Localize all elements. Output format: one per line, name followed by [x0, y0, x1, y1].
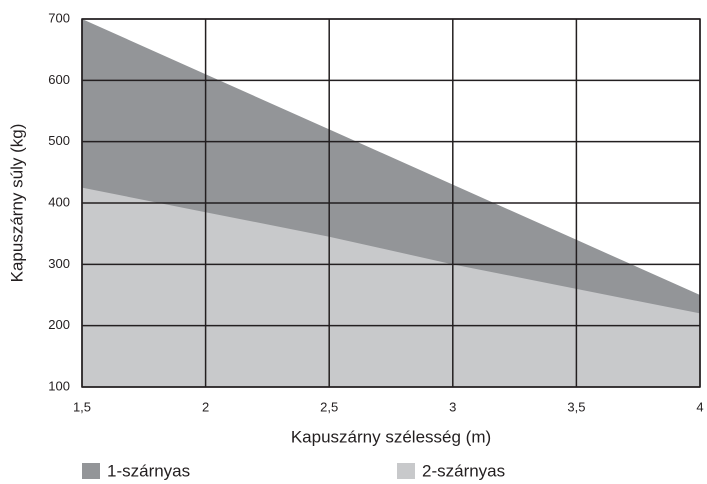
- y-tick-label: 200: [48, 317, 70, 332]
- legend-label: 2-szárnyas: [422, 461, 505, 480]
- x-tick-label: 3,5: [567, 399, 585, 414]
- y-tick-label: 500: [48, 133, 70, 148]
- x-tick-label: 1,5: [73, 399, 91, 414]
- area: [82, 187, 700, 387]
- y-tick-label: 600: [48, 72, 70, 87]
- plot-border: [81, 18, 701, 388]
- y-tick-label: 400: [48, 194, 70, 209]
- y-tick-label: 100: [48, 378, 70, 393]
- y-tick-label: 700: [48, 10, 70, 25]
- x-tick-label: 4: [696, 399, 703, 414]
- x-axis-title: Kapuszárny szélesség (m): [291, 427, 491, 446]
- x-tick-label: 2: [202, 399, 209, 414]
- x-tick-label: 3: [449, 399, 456, 414]
- legend-swatch: [82, 463, 100, 479]
- x-tick-label: 2,5: [320, 399, 338, 414]
- legend-label: 1-szárnyas: [107, 461, 190, 480]
- y-axis-title: Kapuszárny súly (kg): [7, 124, 26, 283]
- y-tick-label: 300: [48, 256, 70, 271]
- legend-swatch: [397, 463, 415, 479]
